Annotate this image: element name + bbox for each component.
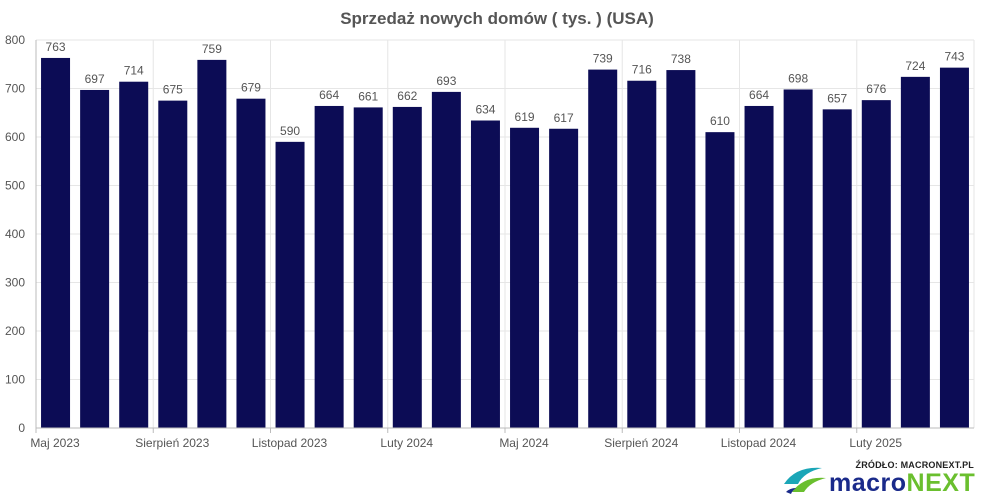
macronext-logo-icon <box>784 467 826 494</box>
brand-part-1: macro <box>829 469 907 497</box>
data-label: 617 <box>554 111 574 125</box>
bar <box>314 105 344 429</box>
x-tick-label: Listopad 2024 <box>721 436 797 450</box>
data-label: 697 <box>85 72 105 86</box>
bar <box>119 81 149 429</box>
bar <box>939 67 969 429</box>
bar <box>470 120 500 428</box>
data-label: 676 <box>866 82 886 96</box>
chart-title: Sprzedaż nowych domów ( tys. ) (USA) <box>340 9 654 28</box>
bar <box>666 70 696 428</box>
data-label: 714 <box>124 64 144 78</box>
y-tick-label: 800 <box>5 33 25 47</box>
bar <box>392 106 422 429</box>
data-label: 738 <box>671 52 691 66</box>
y-tick-label: 300 <box>5 276 25 290</box>
source-note: ŹRÓDŁO: MACRONEXT.PL <box>855 460 974 470</box>
x-axis: Maj 2023 Sierpień 2023 Listopad 2023 Luty 2… <box>30 427 974 450</box>
x-tick-label: Listopad 2023 <box>252 436 328 450</box>
data-label: 698 <box>788 71 808 85</box>
data-label: 664 <box>749 88 769 102</box>
bar <box>588 69 618 429</box>
y-tick-label: 600 <box>5 130 25 144</box>
data-label: 743 <box>944 50 964 64</box>
bar <box>236 98 266 428</box>
data-label: 675 <box>163 83 183 97</box>
bars <box>41 57 969 429</box>
bar <box>353 107 383 428</box>
data-label: 590 <box>280 124 300 138</box>
x-tick-label: Luty 2025 <box>849 436 902 450</box>
bar <box>861 100 891 428</box>
data-labels: 763 697 714 675 759 679 590 664 661 662 693 634 619 6… <box>46 40 965 138</box>
bar-chart: 0 100 200 300 400 500 600 700 800 763 697 714 675 75… <box>5 33 975 450</box>
bar <box>822 109 852 428</box>
bar <box>510 127 540 428</box>
y-tick-label: 200 <box>5 324 25 338</box>
bar <box>705 132 735 428</box>
data-label: 759 <box>202 42 222 56</box>
data-label: 619 <box>515 110 535 124</box>
bar <box>627 80 657 429</box>
data-label: 657 <box>827 91 847 105</box>
brand-wordmark: macroNEXT <box>829 469 975 498</box>
brand-part-2: NEXT <box>906 469 976 497</box>
bar <box>431 91 461 429</box>
bar <box>158 100 188 428</box>
data-label: 664 <box>319 88 339 102</box>
x-tick-label: Maj 2024 <box>499 436 549 450</box>
data-label: 716 <box>632 63 652 77</box>
data-label: 679 <box>241 81 261 95</box>
bar <box>197 59 227 428</box>
y-tick-label: 700 <box>5 82 25 96</box>
bar <box>549 128 579 428</box>
bar <box>744 105 774 429</box>
data-label: 739 <box>593 52 613 66</box>
data-label: 763 <box>46 40 66 54</box>
y-tick-label: 400 <box>5 227 25 241</box>
x-tick-label: Sierpień 2024 <box>604 436 678 450</box>
data-label: 693 <box>436 74 456 88</box>
data-label: 724 <box>905 59 925 73</box>
y-tick-label: 500 <box>5 179 25 193</box>
y-tick-label: 100 <box>5 373 25 387</box>
x-tick-label: Maj 2023 <box>30 436 80 450</box>
bar <box>900 76 930 429</box>
data-label: 634 <box>475 103 495 117</box>
x-tick-label: Sierpień 2023 <box>135 436 209 450</box>
bar <box>275 141 305 428</box>
data-label: 662 <box>397 89 417 103</box>
bar <box>41 57 71 428</box>
bar <box>80 89 110 428</box>
data-label: 610 <box>710 114 730 128</box>
y-axis: 0 100 200 300 400 500 600 700 800 <box>5 33 37 435</box>
y-tick-label: 0 <box>18 421 25 435</box>
data-label: 661 <box>358 89 378 103</box>
x-tick-label: Luty 2024 <box>380 436 433 450</box>
bar <box>783 89 813 428</box>
